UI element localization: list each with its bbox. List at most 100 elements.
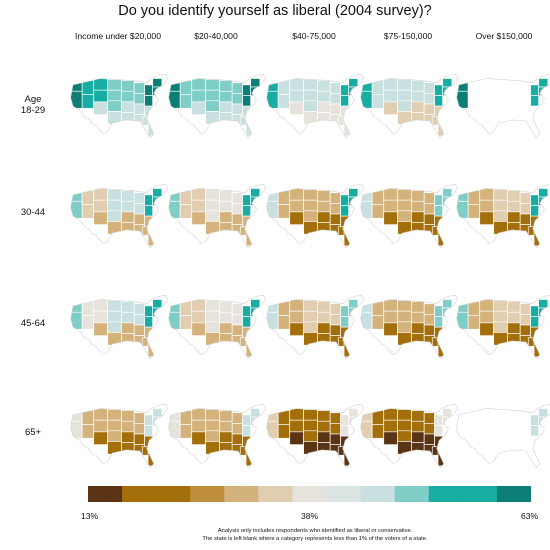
state-region bbox=[205, 321, 220, 333]
state-region bbox=[107, 100, 122, 112]
state-region bbox=[121, 442, 135, 454]
age-header-4-line2: 65+ bbox=[24, 427, 42, 438]
legend-swatch bbox=[428, 486, 464, 502]
state-region bbox=[479, 310, 494, 324]
state-region bbox=[467, 190, 481, 205]
us-map-shape bbox=[266, 403, 365, 468]
state-region bbox=[383, 188, 398, 201]
us-map-age3-income2 bbox=[164, 291, 268, 359]
state-region bbox=[144, 316, 154, 328]
state-region bbox=[538, 416, 546, 426]
state-region bbox=[277, 190, 291, 205]
state-region bbox=[329, 103, 341, 115]
footnote-line-1: Analysis only includes respondents who i… bbox=[217, 528, 413, 534]
us-outline bbox=[168, 73, 267, 138]
us-map-shape bbox=[360, 183, 459, 248]
state-region bbox=[219, 420, 233, 433]
state-region bbox=[411, 333, 425, 345]
us-map-shape bbox=[456, 74, 550, 138]
state-region bbox=[397, 310, 412, 323]
state-region bbox=[250, 307, 258, 317]
us-map-shape bbox=[360, 403, 459, 468]
state-region bbox=[179, 410, 193, 425]
state-region bbox=[329, 423, 341, 435]
state-region bbox=[340, 305, 350, 317]
state-region bbox=[348, 416, 356, 426]
state-region bbox=[456, 420, 469, 439]
state-region bbox=[133, 423, 145, 435]
state-region bbox=[289, 78, 304, 91]
state-region bbox=[231, 93, 243, 105]
state-region bbox=[168, 90, 181, 109]
state-region bbox=[121, 112, 135, 124]
state-region bbox=[205, 100, 220, 112]
state-region bbox=[289, 211, 304, 225]
state-region bbox=[289, 419, 304, 433]
state-region bbox=[383, 78, 398, 91]
state-region bbox=[70, 420, 83, 439]
us-outline bbox=[266, 73, 365, 138]
us-map-age3-income1 bbox=[66, 291, 170, 359]
state-region bbox=[423, 213, 435, 225]
legend-swatch bbox=[496, 486, 531, 502]
state-region bbox=[277, 204, 291, 219]
state-region bbox=[266, 200, 279, 219]
legend-swatch bbox=[224, 486, 259, 502]
state-region bbox=[411, 442, 425, 454]
us-outline bbox=[266, 403, 365, 468]
legend-swatch bbox=[258, 486, 294, 502]
state-region bbox=[434, 84, 444, 96]
income-header-1: Income under $20,000 bbox=[74, 31, 161, 41]
state-region bbox=[303, 189, 318, 201]
state-region bbox=[519, 433, 531, 445]
state-region bbox=[133, 433, 145, 445]
state-region bbox=[397, 419, 412, 432]
state-region bbox=[277, 315, 291, 330]
us-outline bbox=[456, 74, 550, 138]
state-region bbox=[219, 431, 233, 443]
state-region bbox=[329, 82, 341, 94]
state-region bbox=[411, 211, 425, 223]
state-region bbox=[168, 311, 181, 330]
state-region bbox=[121, 420, 135, 433]
state-region bbox=[371, 204, 385, 219]
state-region bbox=[121, 301, 135, 313]
state-region bbox=[411, 301, 425, 313]
state-region bbox=[107, 79, 122, 91]
state-region bbox=[179, 94, 193, 109]
state-region bbox=[519, 324, 531, 336]
state-region bbox=[348, 196, 356, 206]
us-outline bbox=[360, 403, 459, 468]
state-region bbox=[442, 299, 453, 309]
us-map-shape bbox=[266, 294, 365, 359]
state-region bbox=[266, 90, 279, 109]
state-region bbox=[107, 419, 122, 432]
state-region bbox=[434, 425, 444, 437]
state-region bbox=[442, 416, 450, 426]
us-map-age4-income1 bbox=[66, 400, 170, 468]
us-map-shape bbox=[168, 403, 267, 468]
state-region bbox=[507, 112, 521, 124]
us-map-age1-income2 bbox=[164, 70, 268, 138]
state-region bbox=[266, 311, 279, 330]
state-region bbox=[507, 301, 521, 313]
state-region bbox=[507, 322, 521, 334]
us-outline bbox=[70, 403, 169, 468]
legend-swatch bbox=[394, 486, 430, 502]
state-region bbox=[144, 194, 154, 206]
state-region bbox=[152, 78, 163, 88]
state-region bbox=[397, 79, 412, 91]
state-region bbox=[329, 192, 341, 204]
state-region bbox=[231, 103, 243, 115]
state-region bbox=[467, 315, 481, 330]
state-region bbox=[107, 189, 122, 201]
state-region bbox=[168, 200, 181, 219]
state-region bbox=[317, 301, 331, 313]
state-region bbox=[317, 442, 331, 454]
state-region bbox=[397, 321, 412, 333]
state-region bbox=[277, 410, 291, 425]
state-region bbox=[360, 420, 373, 439]
state-region bbox=[231, 213, 243, 225]
us-map-age3-income5 bbox=[452, 291, 550, 359]
state-region bbox=[530, 425, 540, 437]
